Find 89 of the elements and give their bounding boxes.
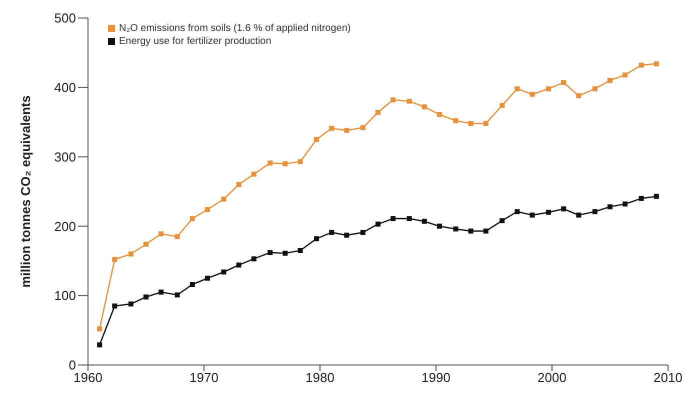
point (251, 256, 256, 262)
legend-label: N₂O emissions from soils (1.6 % of applied nitrogen) (119, 22, 351, 35)
point (329, 230, 334, 235)
point (561, 206, 566, 212)
y-tick-label: 300 (54, 149, 76, 164)
point (158, 231, 164, 236)
point (390, 216, 396, 222)
point (344, 128, 350, 133)
point (406, 98, 412, 104)
point (268, 250, 273, 256)
point (158, 290, 164, 295)
point (221, 196, 226, 202)
point (436, 224, 442, 229)
point (251, 172, 256, 177)
point (236, 182, 242, 188)
point (622, 72, 628, 78)
x-tick-label: 2000 (538, 370, 566, 386)
point (360, 230, 366, 235)
point (221, 270, 226, 275)
point (282, 250, 288, 256)
point (282, 161, 288, 166)
point (530, 212, 535, 218)
point (592, 209, 598, 214)
x-tick-label: 1980 (306, 370, 334, 386)
point (390, 97, 396, 102)
point (144, 242, 148, 247)
point (174, 292, 180, 298)
x-tick-label: 1970 (190, 370, 218, 386)
x-tick-label: 1990 (422, 370, 450, 386)
point (500, 102, 505, 108)
point (483, 120, 488, 126)
x-tick-label: 2010 (654, 370, 682, 386)
point (97, 342, 102, 348)
point (608, 204, 612, 210)
point (204, 207, 210, 212)
point (500, 218, 505, 224)
point (329, 126, 334, 131)
y-tick-label: 100 (54, 288, 76, 304)
point (314, 136, 320, 142)
x-tick-label: 1960 (74, 370, 102, 386)
point (530, 92, 535, 97)
point (376, 110, 380, 115)
point (654, 194, 659, 199)
point (592, 86, 598, 92)
point (546, 210, 552, 215)
point (561, 80, 566, 86)
point (406, 216, 412, 222)
point (453, 226, 458, 232)
point (622, 201, 628, 206)
point (514, 86, 520, 92)
point (128, 251, 134, 256)
point (268, 160, 273, 166)
point (190, 282, 195, 287)
y-tick-label: 0 (68, 358, 76, 373)
point (468, 228, 474, 234)
point (298, 159, 303, 164)
legend-label: Energy use for fertilizer production (119, 35, 272, 48)
y-axis-title: million tonnes CO₂ equivalents (18, 95, 33, 288)
point (638, 62, 644, 68)
point (422, 218, 427, 224)
point (514, 209, 520, 214)
point (360, 125, 366, 130)
point (638, 196, 644, 201)
point (144, 294, 148, 300)
y-tick-label: 400 (54, 80, 76, 96)
point (112, 304, 118, 309)
point (97, 326, 102, 332)
point (422, 104, 427, 110)
point (436, 112, 442, 117)
point (236, 262, 242, 268)
point (344, 232, 350, 238)
point (546, 86, 552, 92)
point (453, 118, 458, 124)
y-tick-label: 500 (54, 10, 76, 26)
point (204, 276, 210, 281)
point (576, 93, 582, 98)
point (112, 257, 118, 262)
point (608, 78, 612, 83)
point (576, 212, 582, 218)
point (483, 228, 488, 234)
point (174, 234, 180, 240)
point (468, 120, 474, 126)
point (654, 61, 659, 66)
point (128, 301, 134, 306)
y-tick-label: 200 (54, 218, 76, 234)
point (190, 216, 195, 222)
point (314, 236, 320, 242)
point (376, 222, 380, 227)
point (298, 248, 303, 253)
